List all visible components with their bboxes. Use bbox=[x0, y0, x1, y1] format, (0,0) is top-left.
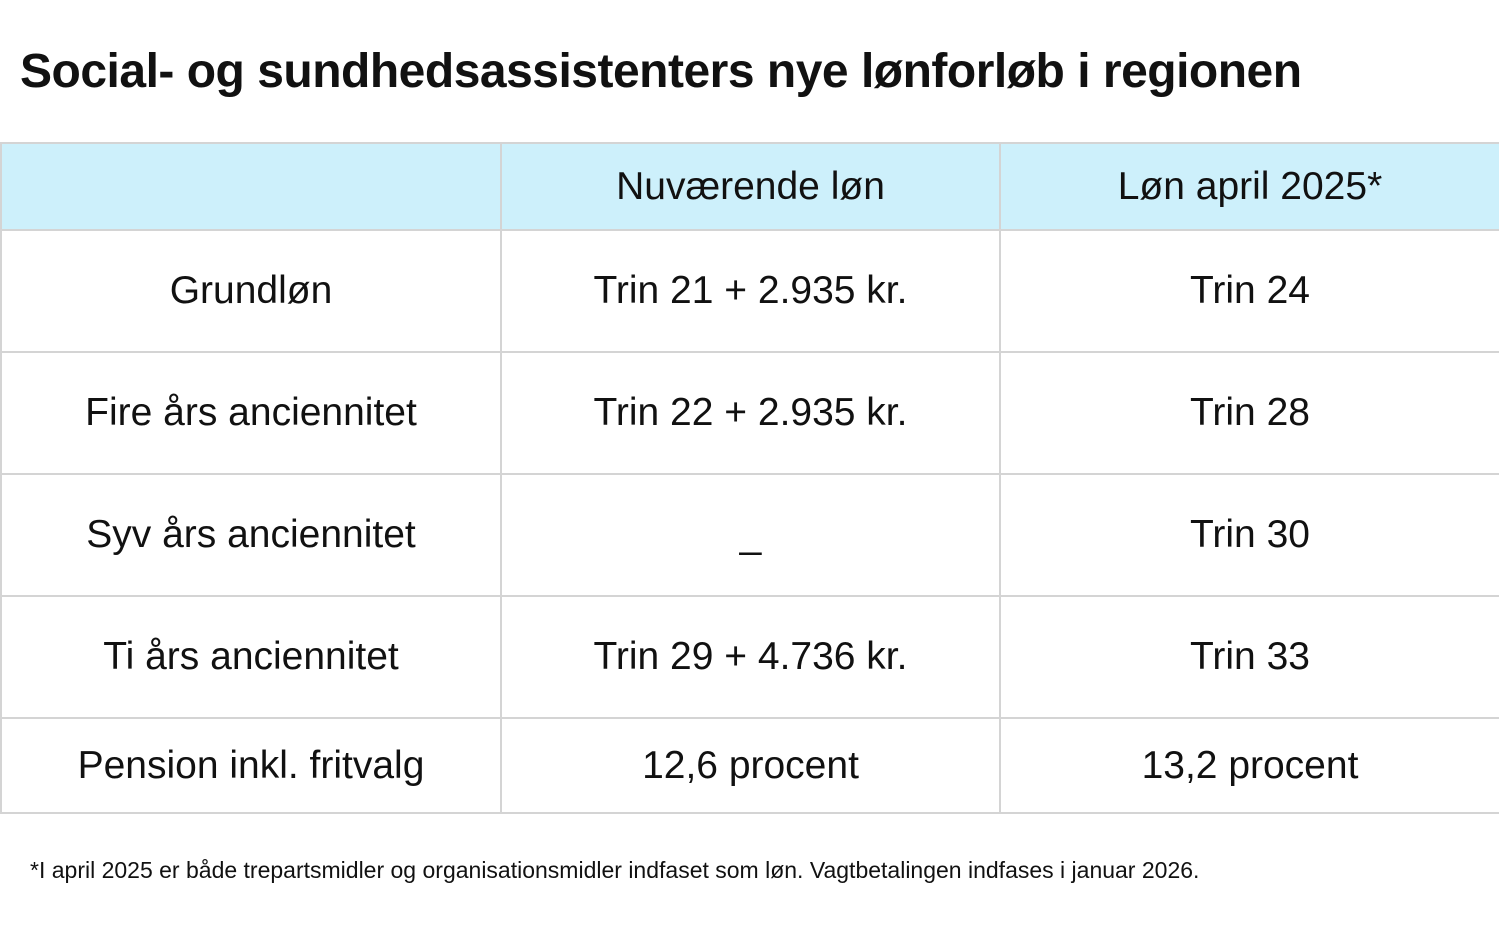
row-label: Fire års anciennitet bbox=[0, 351, 502, 475]
table-cell: Trin 29 + 4.736 kr. bbox=[500, 595, 1001, 719]
row-label: Ti års anciennitet bbox=[0, 595, 502, 719]
table-cell: 13,2 procent bbox=[999, 717, 1499, 814]
salary-table: Nuværende løn Løn april 2025* Grundløn Tr… bbox=[0, 142, 1499, 814]
table-cell: 12,6 procent bbox=[500, 717, 1001, 814]
table-row: Syv års anciennitet _ Trin 30 bbox=[0, 473, 1499, 597]
row-label: Grundløn bbox=[0, 229, 502, 353]
table-row: Ti års anciennitet Trin 29 + 4.736 kr. Tri… bbox=[0, 595, 1499, 719]
table-body: Grundløn Trin 21 + 2.935 kr. Trin 24 Fire å… bbox=[0, 229, 1499, 814]
row-label: Pension inkl. fritvalg bbox=[0, 717, 502, 814]
footnote: *I april 2025 er både trepartsmidler og … bbox=[30, 857, 1200, 883]
table-cell: Trin 24 bbox=[999, 229, 1499, 353]
title: Social- og sundhedsassistenters nye lønf… bbox=[20, 45, 1302, 98]
table-row: Grundløn Trin 21 + 2.935 kr. Trin 24 bbox=[0, 229, 1499, 353]
header-row: Nuværende løn Løn april 2025* bbox=[0, 142, 1499, 231]
header-cell: Løn april 2025* bbox=[999, 142, 1499, 231]
table-cell: Trin 21 + 2.935 kr. bbox=[500, 229, 1001, 353]
table-cell: Trin 22 + 2.935 kr. bbox=[500, 351, 1001, 475]
table-cell: Trin 30 bbox=[999, 473, 1499, 597]
header-cell: Nuværende løn bbox=[500, 142, 1001, 231]
header-cell-empty bbox=[0, 142, 502, 231]
table-cell: _ bbox=[500, 473, 1001, 597]
row-label: Syv års anciennitet bbox=[0, 473, 502, 597]
table-row: Pension inkl. fritvalg 12,6 procent 13,2 p… bbox=[0, 717, 1499, 814]
table-cell: Trin 33 bbox=[999, 595, 1499, 719]
table-row: Fire års anciennitet Trin 22 + 2.935 kr. T… bbox=[0, 351, 1499, 475]
table-header: Nuværende løn Løn april 2025* bbox=[0, 142, 1499, 231]
table-cell: Trin 28 bbox=[999, 351, 1499, 475]
